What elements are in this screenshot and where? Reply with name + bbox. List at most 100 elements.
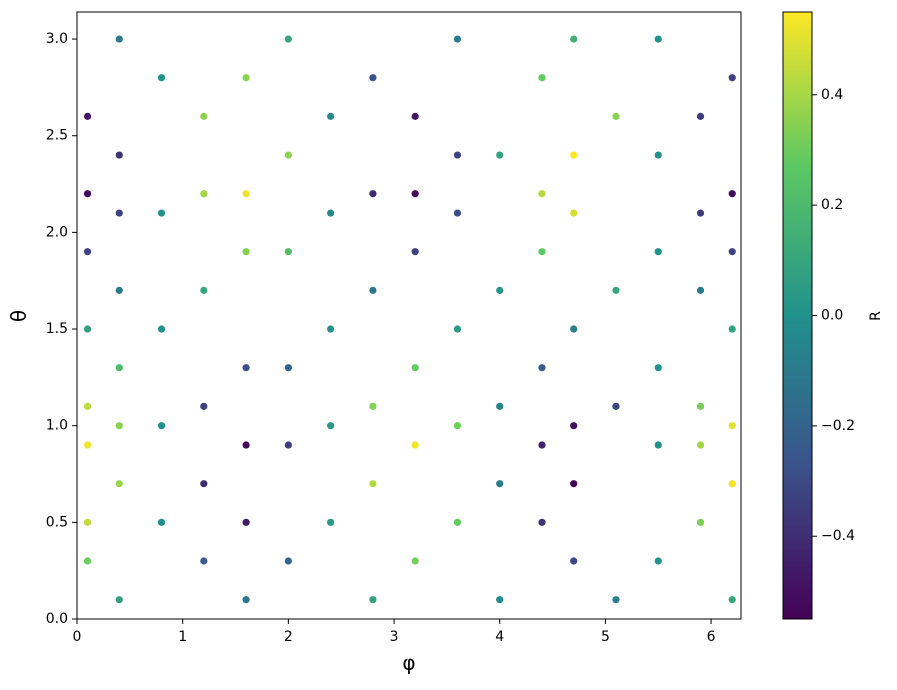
point — [115, 596, 123, 604]
point — [242, 596, 250, 604]
point — [453, 422, 462, 430]
point — [538, 248, 546, 256]
point — [411, 441, 419, 449]
point — [369, 402, 377, 410]
point — [369, 596, 377, 604]
x-tick-label: 4 — [495, 629, 504, 645]
point — [728, 596, 736, 604]
point — [327, 422, 335, 430]
point — [200, 286, 208, 294]
point — [411, 364, 419, 372]
x-tick-label: 3 — [390, 629, 399, 645]
point — [570, 325, 578, 333]
point — [83, 248, 92, 256]
point — [728, 325, 736, 333]
point — [83, 112, 92, 120]
point — [570, 422, 578, 430]
point — [654, 248, 662, 256]
point — [83, 518, 92, 526]
y-axis-label: θ — [7, 310, 31, 322]
point — [496, 286, 504, 294]
point — [728, 422, 736, 430]
point — [453, 35, 462, 43]
point — [453, 325, 462, 333]
point — [200, 190, 208, 198]
point — [612, 596, 620, 604]
colorbar-label: R — [868, 311, 884, 321]
point — [538, 518, 546, 526]
point — [284, 441, 292, 449]
point — [728, 248, 736, 256]
point — [157, 518, 166, 526]
colorbar-tick-label: 0.0 — [821, 308, 843, 324]
point — [157, 422, 166, 430]
point — [242, 190, 250, 198]
point — [411, 112, 419, 120]
point — [83, 402, 92, 410]
point — [496, 480, 504, 488]
point — [654, 364, 662, 372]
x-tick-label: 2 — [284, 629, 293, 645]
y-tick-label: 1.0 — [46, 418, 68, 434]
point — [115, 151, 123, 159]
point — [696, 286, 705, 294]
point — [200, 112, 208, 120]
point — [200, 480, 208, 488]
point — [654, 151, 662, 159]
point — [453, 151, 462, 159]
point — [83, 325, 92, 333]
colorbar-tick-label: −0.2 — [821, 418, 855, 434]
point — [453, 518, 462, 526]
point — [284, 35, 292, 43]
y-tick-label: 3.0 — [46, 31, 68, 47]
point — [157, 325, 166, 333]
colorbar — [782, 11, 813, 620]
point — [411, 248, 419, 256]
point — [157, 209, 166, 217]
y-tick-label: 2.5 — [46, 128, 68, 144]
point — [115, 35, 123, 43]
point — [284, 151, 292, 159]
point — [728, 190, 736, 198]
point — [242, 441, 250, 449]
point — [115, 364, 123, 372]
point — [728, 74, 736, 82]
point — [327, 209, 335, 217]
x-axis-label: φ — [402, 651, 415, 675]
point — [538, 74, 546, 82]
point — [453, 209, 462, 217]
point — [496, 402, 504, 410]
point — [654, 35, 662, 43]
point — [284, 364, 292, 372]
point — [411, 557, 419, 565]
point — [612, 402, 620, 410]
plot-frame — [76, 11, 742, 620]
point — [83, 441, 92, 449]
point — [115, 209, 123, 217]
point — [369, 286, 377, 294]
point — [538, 364, 546, 372]
colorbar-tick-label: −0.4 — [821, 528, 855, 544]
point — [115, 286, 123, 294]
y-tick-label: 1.5 — [46, 321, 68, 337]
point — [242, 248, 250, 256]
point — [570, 480, 578, 488]
point — [369, 190, 377, 198]
point — [369, 74, 377, 82]
point — [696, 518, 705, 526]
point — [696, 112, 705, 120]
point — [696, 209, 705, 217]
y-tick-label: 0.0 — [46, 611, 68, 627]
point — [83, 557, 92, 565]
colorbar-tick-label: 0.2 — [821, 197, 843, 213]
point — [242, 518, 250, 526]
point — [115, 480, 123, 488]
point — [570, 209, 578, 217]
x-tick-label: 6 — [707, 629, 716, 645]
point — [570, 35, 578, 43]
point — [327, 325, 335, 333]
point — [327, 112, 335, 120]
point — [496, 596, 504, 604]
point — [570, 557, 578, 565]
